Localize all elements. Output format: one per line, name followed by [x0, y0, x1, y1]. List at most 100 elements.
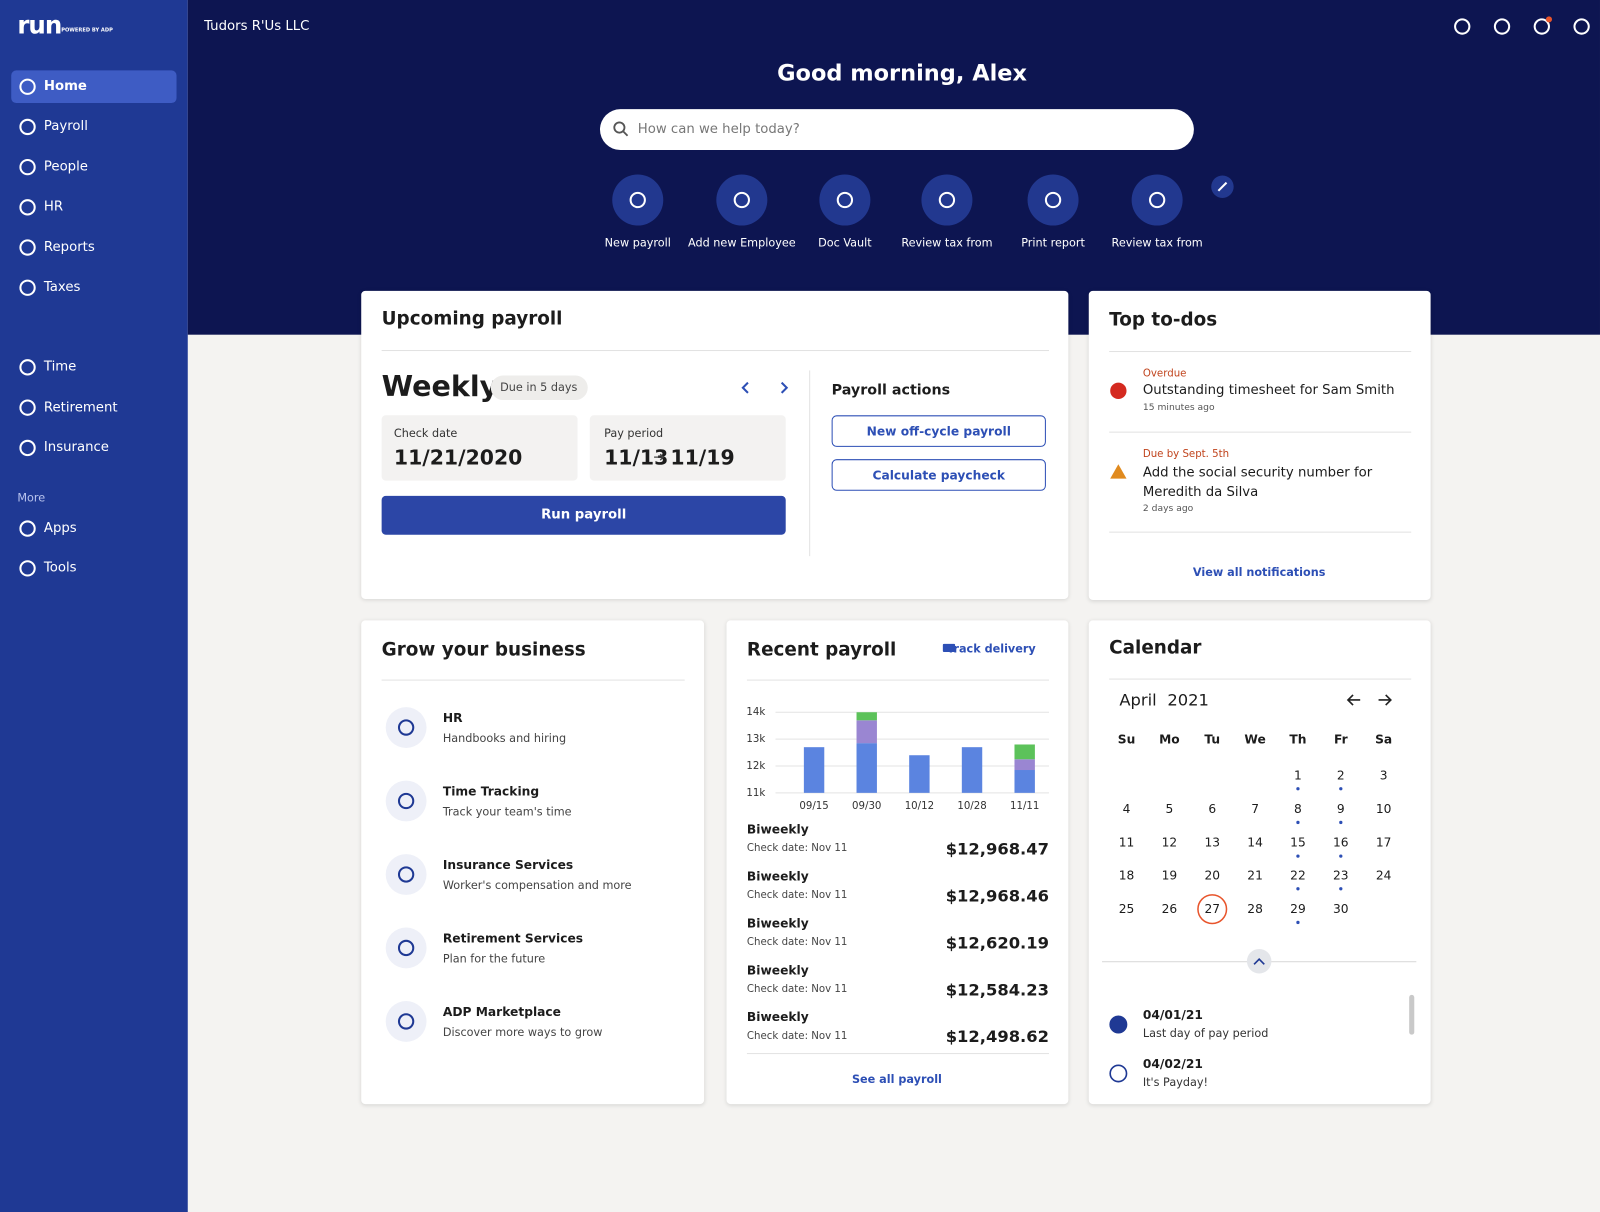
button-label[interactable]: Run payroll: [541, 507, 627, 523]
day[interactable]: 25: [1118, 901, 1135, 917]
link[interactable]: Track delivery: [947, 642, 1036, 656]
day[interactable]: 13: [1204, 835, 1221, 850]
day[interactable]: 5: [1165, 801, 1174, 817]
quick-action-label[interactable]: Doc Vault: [818, 236, 872, 250]
action-label[interactable]: Calculate paycheck: [872, 468, 1006, 483]
info-value: 11/21/2020: [393, 444, 523, 470]
card-title: Calendar: [1109, 636, 1202, 659]
day[interactable]: 14: [1247, 835, 1263, 850]
day[interactable]: 6: [1208, 801, 1217, 817]
todo-status: Due by Sept. 5th: [1142, 448, 1230, 461]
nav-item[interactable]: Time: [43, 359, 77, 375]
todo-time: 15 minutes ago: [1142, 402, 1215, 413]
nav-item[interactable]: Home: [43, 78, 87, 95]
divider: [746, 679, 1049, 681]
weekday: Mo: [1159, 732, 1180, 747]
payroll-date: Check date: Nov 11: [746, 842, 848, 855]
quick-action-label[interactable]: Review tax from: [1111, 236, 1203, 250]
divider: [1109, 531, 1412, 533]
search-placeholder: How can we help today?: [637, 121, 800, 137]
nav-item[interactable]: People: [43, 159, 88, 175]
day[interactable]: 20: [1204, 868, 1221, 883]
day[interactable]: 28: [1247, 901, 1263, 917]
logo: run: [17, 10, 62, 40]
day[interactable]: 27: [1204, 901, 1221, 917]
weekday: Fr: [1333, 732, 1348, 747]
nav-item[interactable]: Payroll: [43, 118, 88, 135]
day[interactable]: 29: [1290, 901, 1306, 917]
info-label: Check date: [393, 426, 458, 441]
day[interactable]: 18: [1118, 868, 1135, 883]
grow-title[interactable]: HR: [442, 711, 463, 726]
action-button[interactable]: [831, 459, 1046, 491]
nav-item[interactable]: Reports: [43, 239, 95, 255]
day[interactable]: 8: [1294, 801, 1302, 817]
quick-action-label[interactable]: Print report: [1021, 236, 1085, 250]
weekday: Th: [1289, 732, 1307, 747]
nav-item[interactable]: HR: [43, 199, 64, 215]
nav-item[interactable]: Apps: [43, 520, 77, 536]
quick-action-label[interactable]: Add new Employee: [687, 236, 796, 250]
day[interactable]: 4: [1122, 801, 1131, 817]
section-title: Payroll actions: [831, 382, 951, 399]
nav-item[interactable]: Taxes: [43, 279, 81, 296]
payroll-amount: $12,968.47: [945, 839, 1049, 859]
link[interactable]: View all notifications: [1192, 565, 1326, 579]
day[interactable]: 9: [1336, 801, 1345, 817]
day[interactable]: 11: [1118, 835, 1135, 850]
card: [726, 620, 1069, 1105]
day[interactable]: 21: [1247, 868, 1263, 883]
day[interactable]: 17: [1375, 835, 1392, 850]
day[interactable]: 22: [1290, 868, 1306, 883]
grow-title[interactable]: Insurance Services: [442, 857, 574, 873]
card-title: Top to-dos: [1109, 309, 1218, 331]
grow-title[interactable]: Retirement Services: [442, 931, 584, 946]
day[interactable]: 26: [1161, 901, 1178, 917]
card: [1088, 620, 1431, 1105]
action-label[interactable]: New off-cycle payroll: [866, 424, 1011, 439]
payroll-type: Biweekly: [746, 822, 809, 837]
search-box[interactable]: [599, 109, 1194, 150]
card: [1088, 290, 1431, 600]
nav-section: More: [17, 491, 46, 505]
quick-action-label[interactable]: New payroll: [604, 236, 671, 250]
day[interactable]: 3: [1379, 768, 1388, 783]
todo-status: Overdue: [1142, 368, 1187, 380]
weekday: Su: [1117, 732, 1136, 747]
payroll-type: Biweekly: [746, 916, 809, 931]
due-pill: Due in 5 days: [500, 381, 578, 395]
weekday: Tu: [1204, 732, 1221, 747]
event-text: Last day of pay period: [1142, 1026, 1269, 1041]
day[interactable]: 15: [1290, 835, 1306, 850]
nav-item[interactable]: Retirement: [43, 399, 118, 415]
payroll-amount: $12,584.23: [945, 979, 1049, 1000]
day[interactable]: 23: [1333, 868, 1349, 883]
day[interactable]: 1: [1294, 768, 1302, 783]
nav-item[interactable]: Insurance: [43, 439, 109, 456]
day[interactable]: 16: [1333, 835, 1349, 850]
link[interactable]: See all payroll: [851, 1072, 942, 1087]
greeting: Good morning, Alex: [777, 61, 1027, 87]
grow-title[interactable]: ADP Marketplace: [442, 1004, 561, 1020]
divider: [1109, 431, 1412, 433]
action-button[interactable]: [831, 415, 1046, 447]
day[interactable]: 19: [1161, 868, 1178, 883]
info-label: Pay period: [604, 426, 664, 441]
header-band: [187, 0, 1600, 335]
day[interactable]: 24: [1375, 868, 1392, 883]
payroll-amount: $12,968.46: [945, 886, 1049, 906]
nav-item[interactable]: Tools: [43, 560, 77, 576]
run-payroll-button[interactable]: [381, 495, 786, 535]
day[interactable]: 12: [1161, 835, 1178, 850]
grow-title[interactable]: Time Tracking: [442, 784, 540, 799]
day[interactable]: 7: [1251, 801, 1259, 817]
quick-action-label[interactable]: Review tax from: [901, 236, 993, 250]
divider: [1102, 961, 1417, 963]
day[interactable]: 10: [1375, 801, 1392, 817]
day[interactable]: 2: [1336, 768, 1345, 783]
todo-text: Outstanding timesheet for Sam Smith: [1142, 382, 1395, 399]
divider: [746, 1053, 1049, 1055]
day[interactable]: 30: [1333, 901, 1349, 917]
